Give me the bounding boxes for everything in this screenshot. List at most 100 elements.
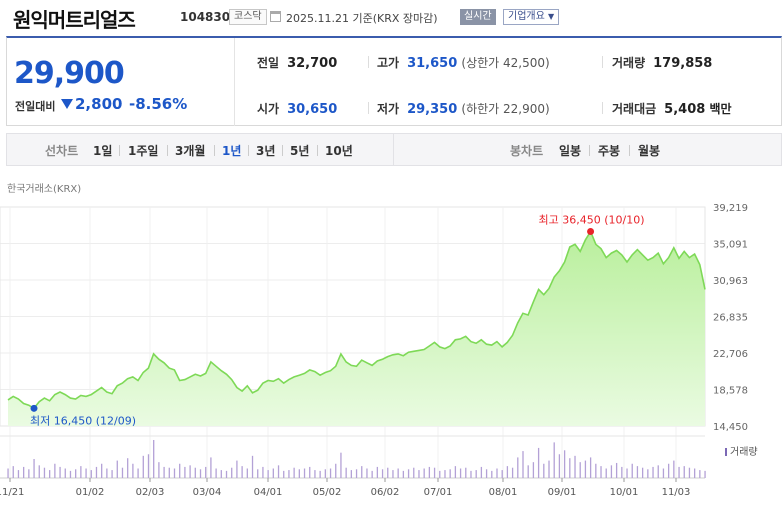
volume-bar (355, 469, 358, 478)
volume-bar (413, 467, 415, 478)
volume-bar (43, 467, 46, 478)
volume-bar (600, 466, 602, 478)
tab-10y[interactable]: 10년 (325, 144, 353, 158)
volume-bar (558, 454, 561, 478)
volume-bar (173, 468, 176, 478)
volume-bar (106, 468, 108, 478)
x-tick-label: 05/02 (313, 487, 342, 498)
volume-bar (64, 468, 66, 478)
volume-bar (38, 465, 40, 478)
volume-bar (454, 466, 457, 478)
volume-bar (652, 466, 654, 478)
divider (368, 102, 369, 114)
company-overview-button[interactable]: 기업개요 ▼ (503, 9, 560, 25)
volume-bar (69, 470, 72, 478)
y-tick-label: 39,219 (713, 203, 748, 214)
volume-bar (371, 470, 373, 478)
volume-bar (647, 469, 649, 478)
volume-bar (381, 469, 384, 478)
prev-close: 전일 32,700 (257, 54, 337, 72)
realtime-button[interactable]: 실시간 (460, 9, 496, 25)
volume-bar (345, 467, 347, 478)
volume-bar (95, 466, 98, 478)
volume-bar (428, 466, 431, 478)
volume-bar (324, 469, 326, 478)
price-chart[interactable]: 39,219 35,091 30,963 26,835 22,706 18,578 14,4… (0, 196, 782, 505)
y-axis: 39,219 35,091 30,963 26,835 22,706 18,578 14,4… (713, 203, 748, 433)
prev-close-label: 전일 (257, 56, 280, 70)
volume-bar (293, 467, 295, 478)
as-of-date: 2025.11.21 기준(KRX 장마감) (286, 12, 438, 25)
amount-unit: 백만 (709, 102, 732, 116)
volume-bar (631, 463, 633, 478)
x-tick-label: 11/21 (0, 487, 24, 498)
volume-bar (335, 463, 337, 478)
volume-legend-swatch (725, 448, 727, 456)
tab-3m[interactable]: 3개월 (175, 144, 206, 158)
amount-value: 5,408 (664, 102, 706, 117)
volume-bar (449, 469, 451, 478)
candle-chart-label: 봉차트 (510, 144, 544, 158)
lower-limit: (하한가 22,900) (461, 102, 550, 116)
divider (602, 56, 603, 68)
volume-label: 거래량 (612, 56, 646, 70)
company-overview-label: 기업개요 (508, 11, 545, 22)
volume-bars: 거래량 (7, 440, 758, 478)
line-chart-label: 선차트 (45, 144, 79, 158)
volume-bar (610, 465, 613, 478)
tab-1w[interactable]: 1주일 (128, 144, 159, 158)
divider (119, 145, 120, 156)
company-name[interactable]: 원익머트리얼즈 (13, 8, 136, 32)
volume-bar (329, 468, 332, 478)
y-tick-label: 22,706 (713, 349, 748, 360)
tab-monthly-candle[interactable]: 월봉 (638, 144, 661, 158)
volume-bar (361, 466, 363, 478)
y-tick-label: 18,578 (713, 386, 748, 397)
volume-bar (657, 465, 659, 478)
volume-bar (501, 470, 503, 478)
change-percent: -8.56% (129, 95, 188, 113)
change-label: 전일대비 (15, 100, 56, 113)
volume-bar (636, 466, 639, 478)
stock-header: 원익머트리얼즈 104830 코스닥 2025.11.21 기준(KRX 장마감… (0, 0, 782, 34)
tab-1y[interactable]: 1년 (222, 144, 242, 158)
volume-bar (7, 468, 9, 478)
volume-bar (433, 467, 436, 478)
tab-3y[interactable]: 3년 (256, 144, 276, 158)
volume-bar (54, 463, 56, 478)
volume-bar (12, 466, 14, 478)
tab-daily-candle[interactable]: 일봉 (559, 144, 582, 158)
x-axis: 11/21 01/02 02/03 03/04 04/01 05/02 06/02 07/01… (0, 478, 690, 498)
volume-bar (673, 460, 675, 478)
down-arrow-icon (61, 99, 73, 109)
volume-bar (465, 467, 467, 478)
volume-bar (33, 459, 35, 478)
tab-1d[interactable]: 1일 (93, 144, 113, 158)
volume-bar (303, 468, 306, 478)
volume-bar (262, 466, 264, 478)
divider (317, 145, 318, 156)
chevron-down-icon: ▼ (548, 12, 555, 21)
volume-bar (85, 468, 87, 478)
open-price: 시가 30,650 (257, 100, 337, 118)
tab-weekly-candle[interactable]: 주봉 (598, 144, 621, 158)
volume-bar (17, 470, 20, 478)
change-amount: 2,800 (75, 95, 123, 113)
tab-5y[interactable]: 5년 (290, 144, 310, 158)
volume-bar (101, 463, 103, 478)
market-badge: 코스닥 (229, 9, 267, 25)
volume-bar (589, 457, 592, 478)
volume-bar (407, 469, 410, 478)
volume-bar (267, 470, 269, 478)
volume-bar (475, 470, 477, 478)
volume-bar (688, 467, 691, 478)
divider (602, 102, 603, 114)
volume-bar (506, 466, 509, 478)
volume-bar (340, 452, 342, 478)
volume-bar (392, 470, 394, 478)
x-tick-label: 07/01 (424, 487, 453, 498)
divider (214, 145, 215, 156)
volume-bar (121, 467, 124, 478)
volume-bar (75, 469, 77, 478)
volume-bar (485, 469, 488, 478)
